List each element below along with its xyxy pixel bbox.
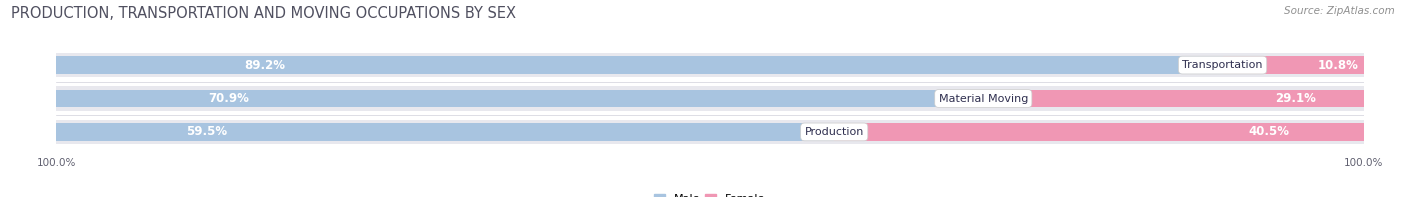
Bar: [56, 86, 1364, 111]
Bar: [983, 90, 1364, 107]
Bar: [56, 120, 1364, 144]
Bar: [56, 90, 983, 107]
Text: 89.2%: 89.2%: [245, 59, 285, 72]
Bar: [1223, 56, 1364, 74]
Text: Material Moving: Material Moving: [939, 94, 1028, 103]
Text: Transportation: Transportation: [1182, 60, 1263, 70]
Text: Production: Production: [804, 127, 863, 137]
Bar: [834, 123, 1364, 141]
Text: Source: ZipAtlas.com: Source: ZipAtlas.com: [1284, 6, 1395, 16]
Text: 40.5%: 40.5%: [1249, 125, 1289, 138]
Text: 10.8%: 10.8%: [1317, 59, 1358, 72]
Text: 70.9%: 70.9%: [208, 92, 249, 105]
Legend: Male, Female: Male, Female: [650, 190, 770, 197]
Text: 29.1%: 29.1%: [1275, 92, 1316, 105]
Text: PRODUCTION, TRANSPORTATION AND MOVING OCCUPATIONS BY SEX: PRODUCTION, TRANSPORTATION AND MOVING OC…: [11, 6, 516, 21]
Text: 59.5%: 59.5%: [186, 125, 228, 138]
Bar: [56, 123, 834, 141]
Bar: [56, 53, 1364, 77]
Bar: [56, 56, 1223, 74]
